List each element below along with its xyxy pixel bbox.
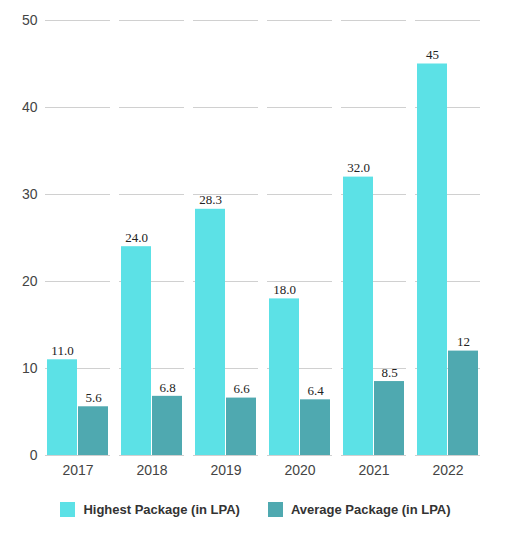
svg-text:28.3: 28.3 [199,192,222,207]
svg-text:6.6: 6.6 [233,381,250,396]
svg-text:40: 40 [22,99,38,115]
svg-text:12: 12 [457,334,470,349]
svg-text:45: 45 [426,47,439,62]
svg-text:6.4: 6.4 [307,383,324,398]
svg-text:8.5: 8.5 [381,365,397,380]
svg-text:24.0: 24.0 [125,230,148,245]
svg-text:2022: 2022 [432,462,463,478]
svg-text:20: 20 [22,273,38,289]
svg-text:6.8: 6.8 [159,380,175,395]
svg-text:50: 50 [22,12,38,28]
svg-text:18.0: 18.0 [273,282,296,297]
html-text:Average Package (in LPA): Average Package (in LPA) [290,502,451,517]
svg-text:30: 30 [22,186,38,202]
html-text:Highest Package (in LPA): Highest Package (in LPA) [83,502,240,517]
svg-text:11.0: 11.0 [51,343,73,358]
svg-text:2021: 2021 [358,462,389,478]
svg-text:2018: 2018 [136,462,167,478]
svg-text:32.0: 32.0 [347,160,370,175]
svg-text:10: 10 [22,360,38,376]
svg-text:5.6: 5.6 [85,390,102,405]
svg-text:2020: 2020 [284,462,315,478]
svg-text:2017: 2017 [62,462,93,478]
svg-text:2019: 2019 [210,462,241,478]
svg-text:0: 0 [30,447,38,463]
